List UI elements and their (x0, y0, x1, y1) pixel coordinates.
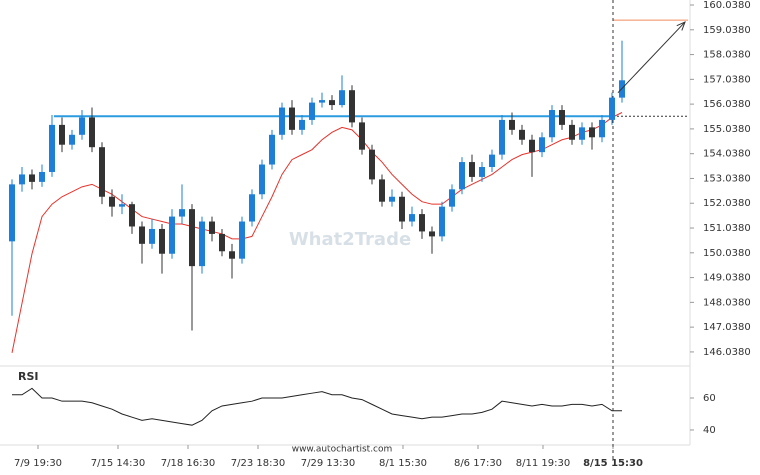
candle-body (39, 171, 45, 182)
y-tick-label: 148.0380 (703, 297, 751, 308)
y-tick-label: 147.0380 (703, 322, 751, 333)
x-tick-label: 7/9 19:30 (14, 458, 62, 469)
rsi-tick-label: 40 (703, 425, 716, 436)
rsi-label: RSI (18, 370, 39, 383)
candle-body (589, 127, 595, 138)
candle-body (309, 102, 315, 120)
y-tick-label: 157.0380 (703, 74, 751, 85)
candle-body (119, 204, 125, 207)
rsi-tick-label: 60 (703, 393, 716, 404)
candle-body (179, 209, 185, 217)
candle-body (129, 204, 135, 227)
candle-body (559, 110, 565, 125)
candle-body (109, 196, 115, 207)
candle-body (9, 184, 15, 242)
candle-body (169, 216, 175, 254)
candle-body (569, 124, 575, 140)
y-tick-label: 159.0380 (703, 25, 751, 36)
candle-body (579, 127, 585, 140)
y-tick-label: 153.0380 (703, 173, 751, 184)
candle-body (19, 174, 25, 185)
candle-body (409, 214, 415, 222)
candle-body (159, 228, 165, 254)
candle-body (519, 129, 525, 140)
x-tick-label: 7/15 14:30 (91, 458, 145, 469)
x-tick-label: 8/15 15:30 (583, 458, 643, 469)
candle-body (609, 97, 615, 120)
candle-body (299, 119, 305, 130)
candle-body (59, 124, 65, 145)
x-tick-label: 8/11 19:30 (516, 458, 570, 469)
moving-average (11, 112, 623, 353)
candle-body (429, 231, 435, 237)
candle-body (399, 196, 405, 222)
x-tick-label: 7/23 18:30 (231, 458, 285, 469)
y-tick-label: 160.0380 (703, 0, 751, 11)
candle-body (239, 221, 245, 259)
candle-body (49, 124, 55, 172)
candle-body (369, 149, 375, 180)
candle-body (79, 117, 85, 135)
rsi-line (12, 387, 622, 426)
candle-body (389, 196, 395, 202)
candle-body (209, 221, 215, 234)
candle-body (449, 189, 455, 207)
candle-body (279, 107, 285, 135)
candle-body (329, 100, 335, 106)
y-tick-label: 155.0380 (703, 124, 751, 135)
arrow-head (676, 21, 686, 31)
y-tick-label: 154.0380 (703, 149, 751, 160)
candle-body (419, 214, 425, 232)
y-tick-label: 151.0380 (703, 223, 751, 234)
x-tick-label: 8/1 15:30 (379, 458, 427, 469)
candle-body (229, 251, 235, 259)
candle-body (219, 233, 225, 252)
candle-body (479, 167, 485, 177)
candle-body (549, 110, 555, 138)
candle-body (509, 119, 515, 130)
candle-body (349, 90, 355, 123)
candle-body (439, 206, 445, 237)
candle-body (339, 90, 345, 106)
candle-body (99, 147, 105, 197)
candle-body (69, 134, 75, 145)
candle-body (359, 122, 365, 150)
candle-body (259, 164, 265, 195)
y-tick-label: 149.0380 (703, 273, 751, 284)
y-tick-label: 150.0380 (703, 248, 751, 259)
candle-body (149, 228, 155, 244)
candle-body (529, 139, 535, 153)
x-tick-label: 8/6 17:30 (454, 458, 502, 469)
candle-body (289, 107, 295, 130)
candle-body (189, 209, 195, 267)
y-tick-label: 156.0380 (703, 99, 751, 110)
candle-body (539, 137, 545, 153)
forecast-arrow (617, 21, 686, 94)
candle-body (249, 194, 255, 222)
y-tick-label: 146.0380 (703, 347, 751, 358)
candle-body (599, 119, 605, 138)
source: www.autochartist.com (292, 445, 393, 455)
x-tick-label: 7/18 16:30 (161, 458, 215, 469)
candle-body (269, 134, 275, 165)
candle-body (89, 117, 95, 148)
candle-body (29, 174, 35, 182)
y-tick-label: 158.0380 (703, 50, 751, 61)
candle-body (319, 100, 325, 103)
candle-body (459, 162, 465, 190)
candle-body (499, 119, 505, 155)
candle-body (489, 154, 495, 168)
candle-body (139, 226, 145, 244)
y-tick-label: 152.0380 (703, 198, 751, 209)
candle-body (469, 162, 475, 177)
watermark: What2Trade (289, 229, 411, 250)
x-tick-label: 7/29 13:30 (301, 458, 355, 469)
candle-body (379, 179, 385, 202)
candle-body (199, 221, 205, 267)
